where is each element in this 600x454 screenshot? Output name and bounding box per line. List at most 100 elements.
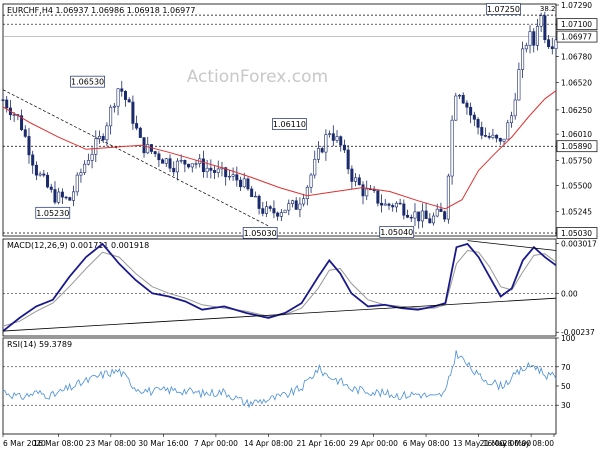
macd-y-tick-label: -0.00237: [561, 328, 595, 337]
candle-body: [376, 190, 380, 204]
candle-body: [83, 163, 87, 173]
candle-body: [246, 178, 250, 190]
candle-body: [20, 115, 24, 131]
candle-body: [227, 175, 231, 178]
candle-body: [383, 203, 387, 206]
macd-signal-line: [2, 249, 557, 327]
candle-body: [64, 196, 68, 199]
level-label-box: [242, 227, 278, 239]
candle-body: [105, 125, 109, 141]
candle-body: [409, 216, 413, 219]
candle-body: [57, 191, 61, 203]
candle-body: [168, 158, 172, 169]
candle-body: [495, 134, 499, 139]
candle-body: [120, 88, 124, 92]
macd-panel: MACD(12,26,9) 0.001711 0.001918 0.003017 0…: [2, 238, 597, 337]
candle-body: [242, 178, 246, 188]
rsi-title: RSI(14) 59.3789: [7, 340, 72, 349]
level-label-box: [70, 75, 105, 88]
candle-body: [250, 188, 254, 197]
price-y-tick-label: 1.06250: [561, 106, 592, 115]
candle-body: [454, 95, 458, 121]
candle-body: [302, 198, 306, 205]
macd-line: [2, 242, 557, 332]
candle-body: [42, 173, 46, 176]
candle-body: [157, 153, 161, 161]
candle-body: [391, 205, 395, 208]
rsi-line: [2, 350, 557, 409]
candle-body: [535, 25, 539, 46]
candle-body: [361, 184, 365, 197]
candle-body: [109, 106, 113, 127]
price-badge-box: [556, 30, 598, 43]
candle-body: [97, 135, 101, 140]
candle-body: [161, 159, 165, 164]
candle-body: [253, 195, 257, 198]
candle-body: [324, 134, 328, 153]
rsi-y-tick-label: 30: [561, 401, 571, 410]
candle-body: [554, 39, 558, 50]
rsi-panel: RSI(14) 59.3789 100 70 50 30: [2, 334, 576, 435]
candle-body: [216, 168, 220, 173]
candle-body: [53, 189, 57, 203]
candle-body: [190, 163, 194, 168]
candle-body: [331, 133, 335, 141]
candle-body: [287, 203, 291, 211]
level-label-text: 1.05230: [36, 209, 69, 218]
candle-body: [509, 115, 513, 124]
candle-body: [476, 119, 480, 128]
candle-body: [450, 119, 454, 177]
candle-body: [213, 170, 217, 173]
candle-body: [521, 48, 525, 70]
candle-body: [187, 163, 191, 168]
x-tick-label: 30 Mar 16:00: [138, 439, 188, 448]
candle-body: [183, 159, 187, 165]
candle-body: [239, 179, 243, 188]
level-label-text: 1.06530: [71, 78, 104, 87]
candle-body: [532, 31, 536, 46]
candle-body: [235, 174, 239, 181]
level-label-text: 1.06110: [273, 120, 306, 129]
macd-title: MACD(12,26,9) 0.001711 0.001918: [7, 241, 149, 250]
price-y-tick-label: 1.06780: [561, 52, 592, 61]
price-badge-box: [556, 18, 598, 31]
price-badge-box: [556, 227, 598, 239]
rsi-y-tick-label: 70: [561, 363, 571, 372]
level-label-box: [35, 206, 71, 219]
candle-body: [257, 195, 261, 209]
candle-body: [487, 136, 491, 138]
candle-body: [131, 101, 135, 124]
price-y-tick-label: 1.05500: [561, 182, 592, 191]
candle-body: [491, 134, 495, 138]
candle-body: [513, 99, 517, 117]
candle-body: [517, 69, 521, 101]
candle-body: [524, 45, 528, 50]
candle-body: [224, 167, 228, 178]
macd-support-line: [2, 297, 557, 332]
price-y-tick-label: 1.06520: [561, 79, 592, 88]
x-tick-label: 29 Apr 00:00: [349, 439, 398, 448]
candle-body: [365, 188, 369, 197]
moving-average-line: [2, 90, 557, 210]
candle-body: [68, 197, 72, 201]
candle-body: [72, 191, 76, 201]
candle-body: [272, 208, 276, 214]
candle-body: [413, 211, 417, 219]
candle-body: [31, 154, 35, 166]
macd-y-tick-label: 0.00: [561, 289, 578, 298]
price-y-tick-label: 1.07290: [561, 1, 592, 10]
candle-body: [294, 200, 298, 210]
x-tick-label: 16 Mar 08:00: [33, 439, 83, 448]
candle-body: [279, 212, 283, 217]
x-tick-label: 6 May 08:00: [403, 439, 450, 448]
watermark-text: ActionForex.com: [187, 67, 328, 87]
candle-body: [428, 218, 432, 224]
price-badge-text: 1.05890: [561, 142, 592, 151]
x-tick-label: 21 Apr 16:00: [297, 439, 346, 448]
candle-body: [231, 174, 235, 177]
candle-body: [194, 163, 198, 165]
candle-body: [465, 102, 469, 108]
candle-body: [472, 114, 476, 120]
